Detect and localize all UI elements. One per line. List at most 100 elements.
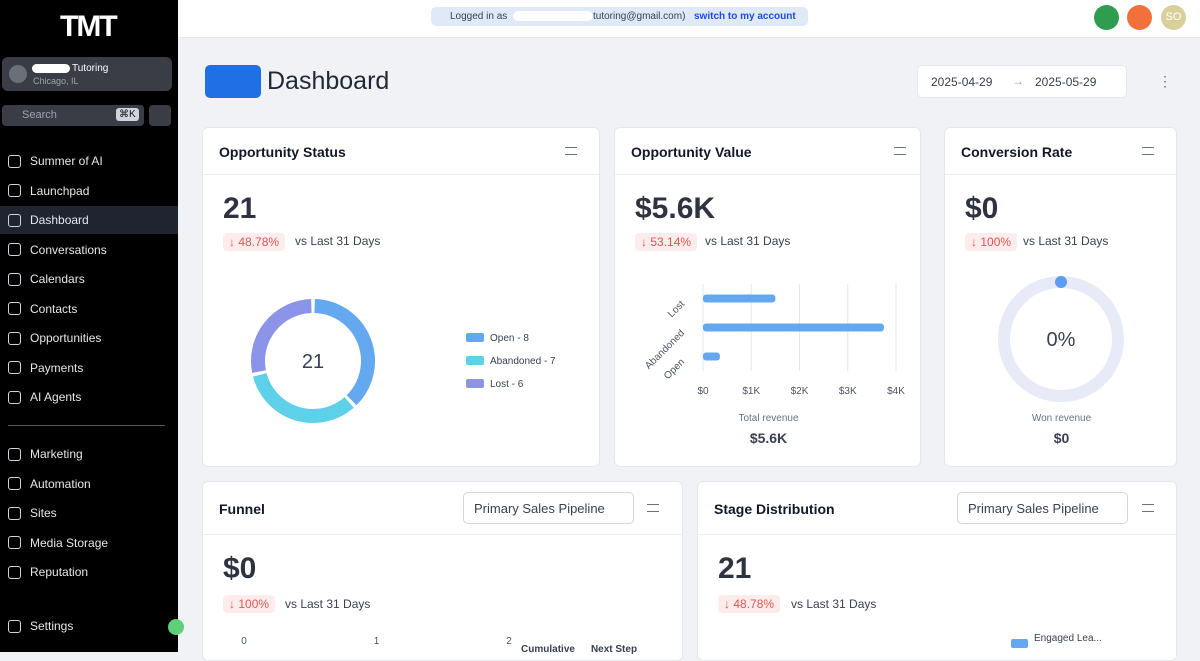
search-placeholder: Search	[22, 109, 57, 121]
collapse-button[interactable]	[168, 619, 184, 635]
settings-icon[interactable]	[1142, 147, 1154, 155]
nav-icon	[8, 213, 21, 227]
nav-item[interactable]: Media Storage	[8, 529, 178, 557]
settings-icon[interactable]	[565, 147, 577, 155]
dashboard-switcher[interactable]	[205, 65, 261, 98]
donut-chart: Open - 8 Abandoned - 7 Lost - 6 21	[251, 299, 556, 423]
pipeline-select[interactable]: Primary Sales Pipeline	[957, 492, 1128, 524]
card: Conversion Rate $0 ↓ 100% vs Last 31 Day…	[944, 127, 1177, 467]
date-from: 2025-04-29	[931, 75, 993, 89]
card: Opportunity Value $5.6K ↓ 53.14% vs Last…	[614, 127, 921, 467]
x-tick-label: $1K	[742, 386, 760, 397]
nav-label: Payments	[30, 360, 84, 375]
metric: $0	[965, 192, 999, 225]
search[interactable]: Search ⌘K	[2, 105, 144, 126]
nav-icon	[8, 243, 21, 256]
page-title: Dashboard	[267, 67, 390, 95]
compare: vs Last 31 Days	[791, 597, 877, 611]
column-header: Next Step	[591, 644, 637, 655]
nav-item[interactable]: Calendars	[8, 265, 178, 293]
x-tick-label: 0	[241, 636, 247, 647]
quick-action[interactable]	[149, 105, 171, 126]
nav-item[interactable]: Contacts	[8, 295, 178, 323]
redaction	[32, 64, 70, 73]
delta: ↓ 48.78%	[718, 595, 781, 613]
nav-item[interactable]: Reputation	[8, 558, 178, 586]
card-title: Opportunity Value	[631, 144, 752, 160]
nav-label: Automation	[30, 476, 91, 491]
donut-segment	[314, 299, 375, 406]
nav-item[interactable]: Opportunities	[8, 324, 178, 352]
nav-item[interactable]: AI Agents	[8, 383, 178, 411]
metric: 21	[718, 552, 752, 585]
nav-label: AI Agents	[30, 390, 82, 404]
nav-icon	[8, 447, 21, 461]
card-title: Conversion Rate	[961, 144, 1073, 160]
nav-icon	[8, 184, 21, 197]
account-location: Chicago, IL	[33, 76, 79, 86]
phone-button[interactable]	[1094, 5, 1119, 30]
compare: vs Last 31 Days	[295, 234, 381, 248]
metric: $5.6K	[635, 192, 716, 225]
nav-item[interactable]: Launchpad	[8, 177, 178, 205]
delta-value: 100%	[238, 597, 270, 611]
x-tick-label: 1	[374, 636, 380, 647]
impersonation-banner: Logged in as tutoring@gmail.com) switch …	[431, 7, 808, 26]
nav-icon	[8, 565, 21, 579]
metric: $0	[223, 552, 257, 585]
card: Opportunity Status 21 ↓ 48.78% vs Last 3…	[202, 127, 600, 467]
divider	[203, 534, 682, 535]
gauge-marker	[1055, 276, 1067, 288]
search-shortcut: ⌘K	[116, 108, 139, 121]
nav-icon	[8, 154, 21, 168]
nav-icon	[8, 361, 21, 374]
account-name: Tutoring	[72, 63, 109, 74]
nav-item[interactable]: Sites	[8, 499, 178, 527]
switch-account-link[interactable]: switch to my account	[694, 11, 796, 22]
legend-swatch	[1011, 639, 1028, 648]
bar	[703, 294, 776, 303]
total-label: Won revenue	[1031, 413, 1092, 424]
nav-item[interactable]: Settings	[8, 612, 178, 640]
pipeline-select[interactable]: Primary Sales Pipeline	[463, 492, 634, 524]
account-switcher[interactable]: Tutoring Chicago, IL	[2, 57, 172, 91]
total-label: Total revenue	[738, 413, 799, 424]
nav-item[interactable]: Summer of AI	[8, 147, 178, 175]
notifications-button[interactable]	[1127, 5, 1152, 30]
legend-swatch	[466, 379, 484, 388]
settings-icon[interactable]	[647, 504, 659, 512]
nav-item[interactable]: Automation	[8, 470, 178, 498]
compare: vs Last 31 Days	[285, 597, 371, 611]
avatar[interactable]: SO	[1161, 5, 1186, 30]
divider	[698, 534, 1176, 535]
settings-icon[interactable]	[1142, 504, 1154, 512]
gauge-label: 0%	[1047, 329, 1076, 351]
column-header: Cumulative	[521, 644, 575, 655]
select-value: Primary Sales Pipeline	[474, 501, 605, 516]
bar	[703, 352, 720, 361]
compare: vs Last 31 Days	[1023, 234, 1109, 248]
arrow-icon: →	[1012, 74, 1024, 88]
divider	[615, 174, 920, 175]
nav-item[interactable]: Payments	[8, 354, 178, 382]
metric: 21	[223, 192, 257, 225]
nav-label: Dashboard	[30, 213, 89, 227]
nav-item[interactable]: Dashboard	[0, 206, 178, 234]
nav-icon	[8, 506, 21, 520]
nav-label: Calendars	[30, 272, 85, 286]
nav-item[interactable]: Conversations	[8, 236, 178, 264]
card-title: Stage Distribution	[714, 501, 835, 517]
total-value: $5.6K	[749, 430, 788, 446]
x-tick-label: $2K	[791, 386, 809, 397]
card: Funnel Primary Sales Pipeline $0 ↓ 100% …	[202, 481, 683, 661]
compare: vs Last 31 Days	[705, 234, 791, 248]
donut-segment	[252, 372, 354, 423]
legend-label: Lost - 6	[490, 379, 524, 390]
x-tick-label: $3K	[839, 386, 857, 397]
date-range[interactable]: 2025-04-29 → 2025-05-29	[917, 65, 1127, 98]
more-menu[interactable]: ⋮	[1158, 73, 1172, 89]
divider	[945, 174, 1176, 175]
settings-icon[interactable]	[894, 147, 906, 155]
nav-item[interactable]: Marketing	[8, 440, 178, 468]
